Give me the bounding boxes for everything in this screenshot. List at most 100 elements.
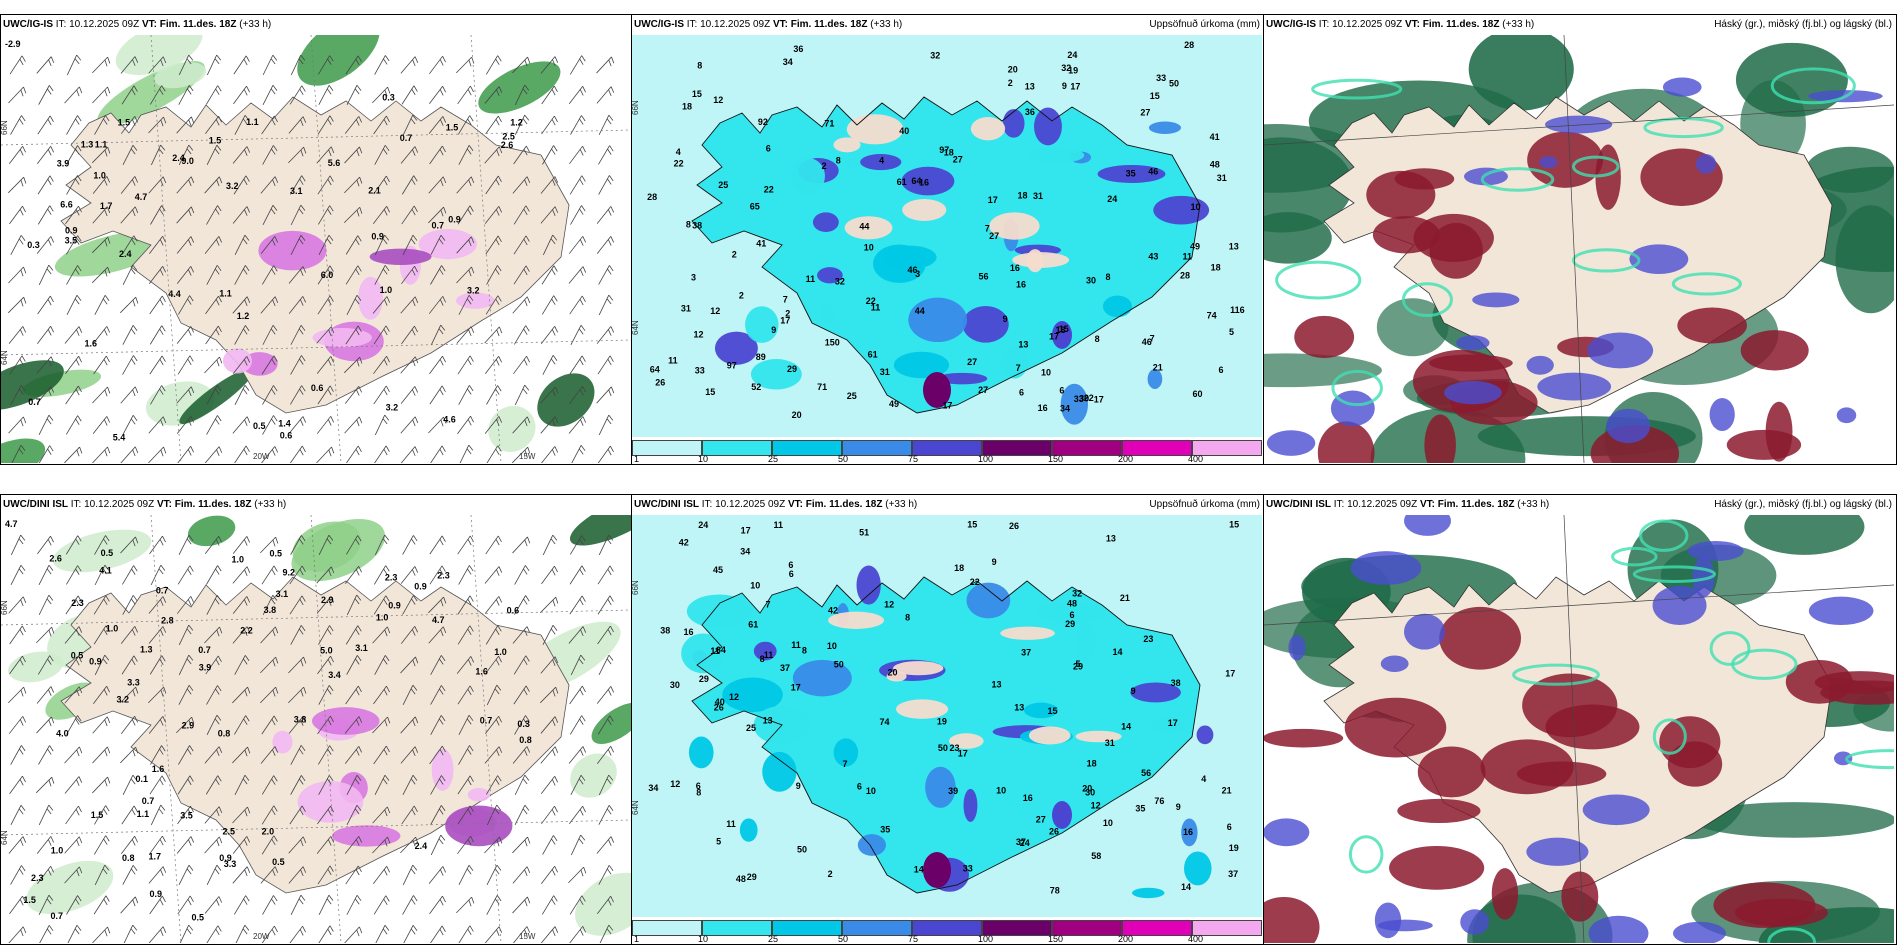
value-label: 1.0: [51, 845, 64, 855]
value-label: 38: [1171, 678, 1181, 688]
value-label: 2.8: [161, 616, 174, 626]
value-label: 0.1: [136, 774, 149, 784]
value-label: 61: [868, 349, 878, 359]
value-label: 31: [1217, 173, 1227, 183]
value-label: 1.6: [85, 339, 98, 349]
value-label: 1.1: [95, 139, 108, 149]
value-label: 41: [756, 238, 766, 248]
value-label: 2: [1008, 78, 1013, 88]
value-label: 0.5: [192, 912, 205, 922]
value-label: 2: [732, 250, 737, 260]
value-label: 19: [1068, 65, 1078, 75]
value-label: 3: [915, 269, 920, 279]
legend-swatch: [772, 920, 842, 936]
value-label: 12: [694, 330, 704, 340]
value-label: 1.6: [152, 764, 165, 774]
value-label: 26: [655, 378, 665, 388]
value-label: 4.7: [135, 192, 148, 202]
legend-label: 200: [1118, 454, 1134, 464]
island-outline: [691, 576, 1201, 894]
value-label: 6: [1059, 386, 1064, 396]
value-label: 10: [1103, 818, 1113, 828]
value-label: 33: [695, 365, 705, 375]
cloud-map: [1264, 515, 1894, 943]
value-label: 0.7: [142, 796, 155, 806]
value-label: 33: [963, 863, 973, 873]
value-label: 8: [1106, 272, 1111, 282]
value-label: 5.6: [328, 158, 341, 168]
value-label: 17: [780, 316, 790, 326]
legend-label: 50: [838, 934, 849, 944]
value-label: 1.0: [93, 170, 106, 180]
value-label: 20: [792, 410, 802, 420]
value-label: 0.9: [219, 853, 232, 863]
value-label: 11: [1183, 252, 1193, 262]
panel-precip-dini: UWC/DINI ISL IT: 10.12.2025 09Z VT: Fim.…: [631, 494, 1265, 945]
value-label: 1.0: [494, 647, 507, 657]
value-label: 0.5: [253, 421, 266, 431]
value-label: 0.5: [101, 548, 114, 558]
value-label: 11: [726, 819, 736, 829]
value-label: 0.6: [507, 605, 520, 615]
value-label: 0.9: [414, 582, 427, 592]
value-label: 16: [919, 177, 929, 187]
value-label: 1.0: [376, 613, 389, 623]
value-label: 37: [1016, 837, 1026, 847]
value-label: 11: [791, 640, 801, 650]
value-label: 15: [1059, 324, 1069, 334]
value-label: 60: [1193, 389, 1203, 399]
value-label: 11: [764, 650, 774, 660]
panel-wind-gust-igis: UWC/IG-IS IT: 10.12.2025 09Z VT: Fim. 11…: [0, 14, 633, 465]
value-label: 7: [766, 600, 771, 610]
value-label: 17: [1070, 82, 1080, 92]
lat-label: 66N: [1, 600, 9, 615]
value-label: 2.6: [501, 140, 514, 150]
value-label: 8: [686, 220, 691, 230]
legend-label: 75: [908, 454, 919, 464]
value-label: 13: [992, 680, 1002, 690]
value-label: 3.5: [65, 235, 78, 245]
legend-swatch: [632, 920, 702, 936]
value-label: 20: [1082, 784, 1092, 794]
value-label: 3.8: [264, 605, 277, 615]
value-label: 27: [978, 385, 988, 395]
precip-map: 66N 64N 15 13 10 8 31 17 21 16 18 40 2 12 15 15 89 6 12 2 3 2…: [632, 35, 1262, 437]
value-label: 15: [705, 387, 715, 397]
value-label: 15: [967, 520, 977, 530]
value-label: 5: [716, 836, 721, 846]
value-label: 78: [1050, 886, 1060, 896]
value-label: 4: [879, 156, 884, 166]
value-label: 10: [996, 786, 1006, 796]
value-label: 74: [1207, 310, 1217, 320]
panel-precip-igis: UWC/IG-IS IT: 10.12.2025 09Z VT: Fim. 11…: [631, 14, 1265, 465]
value-label: 17: [791, 682, 801, 692]
value-label: 4: [676, 147, 681, 157]
value-label: 31: [681, 303, 691, 313]
value-label: 24: [1020, 838, 1030, 848]
value-label: 56: [1141, 768, 1151, 778]
value-label: 13: [1025, 82, 1035, 92]
value-label: 0.7: [198, 645, 211, 655]
value-label: 76: [1154, 796, 1164, 806]
value-label: 56: [979, 272, 989, 282]
value-label: 18: [1087, 759, 1097, 769]
wind-map: 4.7 66N 64N 20W 15W 5.0 3.1 2.3 4.7 2.3 2.6 2.0 1.3 1…: [1, 515, 631, 943]
value-label: 4.4: [168, 289, 181, 299]
legend-label: 25: [768, 454, 779, 464]
lon-label: 15W: [519, 932, 536, 941]
value-label: 34: [648, 783, 658, 793]
value-label: 20: [1008, 64, 1018, 74]
value-label: 11: [710, 646, 720, 656]
value-label: 51: [859, 528, 869, 538]
value-label: 15: [1048, 706, 1058, 716]
value-label: 32: [930, 51, 940, 61]
value-label: 6: [789, 569, 794, 579]
lat-label: 66N: [632, 580, 640, 595]
value-label: 12: [710, 306, 720, 316]
value-label: 27: [1036, 815, 1046, 825]
value-label: 49: [889, 399, 899, 409]
value-label: 16: [1038, 403, 1048, 413]
value-label: 1.1: [219, 288, 232, 298]
value-label: 13: [763, 715, 773, 725]
value-label: 48: [736, 874, 746, 884]
